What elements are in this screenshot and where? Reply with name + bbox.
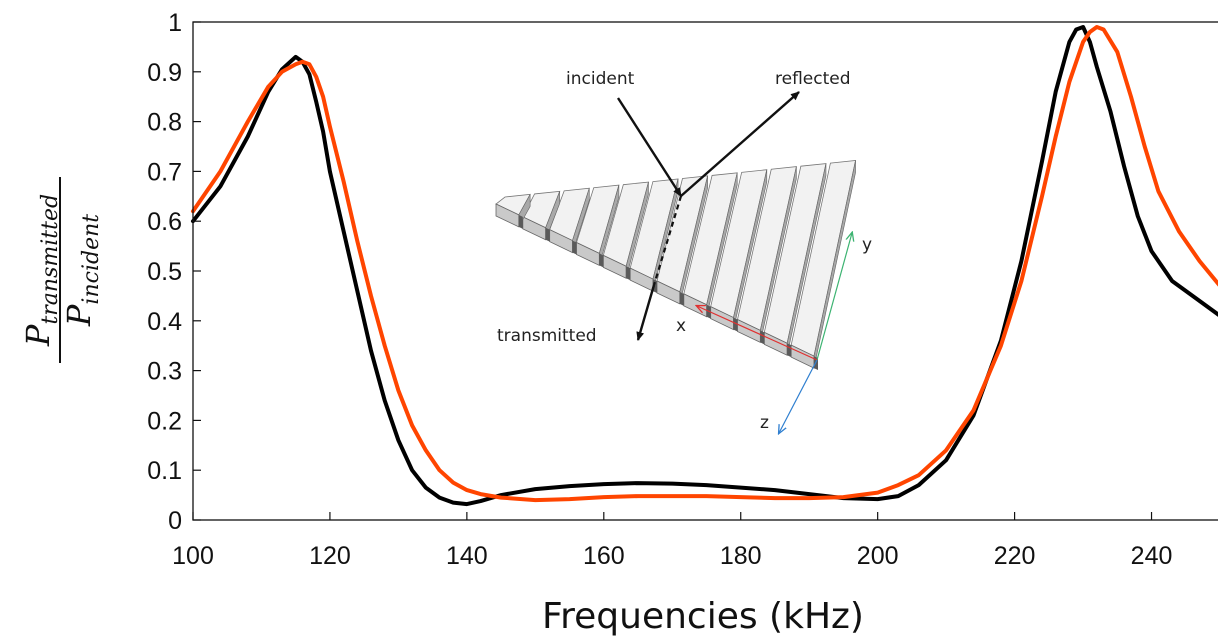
x-tick-label: 200	[857, 542, 899, 570]
x-tick-label: 140	[446, 542, 488, 570]
y-axis-title: Ptransmitted Pincident	[19, 177, 104, 363]
x-tick-label: 220	[994, 542, 1036, 570]
y-tick-label: 0.4	[147, 308, 182, 336]
y-tick-label: 0	[168, 507, 182, 535]
x-tick-label: 120	[309, 542, 351, 570]
slab-gap	[679, 291, 684, 306]
y-axis-letter: y	[862, 235, 872, 255]
y-tick-label: 1	[168, 9, 182, 37]
x-tick-label: 240	[1131, 542, 1173, 570]
y-tick-label: 0.7	[147, 158, 182, 186]
incident-arrow	[616, 97, 683, 197]
reflected-label: reflected	[775, 69, 851, 89]
x-tick-label: 100	[172, 542, 214, 570]
x-axis-letter: x	[676, 316, 686, 336]
x-tick-label: 160	[583, 542, 625, 570]
series-line-2	[191, 25, 1218, 503]
x-tick-label: 180	[720, 542, 762, 570]
series-group	[191, 25, 1218, 507]
slab-gap	[733, 317, 738, 332]
z-axis-letter: z	[760, 413, 769, 433]
z-axis-arrow	[779, 359, 818, 433]
slab-gap	[760, 330, 765, 345]
series-line-1	[191, 25, 1218, 507]
slab-gap	[599, 253, 604, 268]
transmitted-path-dashed	[652, 195, 683, 286]
y-tick-label: 0.2	[147, 407, 182, 435]
y-axis-arrow	[816, 233, 852, 361]
y-tick-label: 0.5	[147, 258, 182, 286]
transmitted-arrow	[636, 284, 656, 341]
slab-gap	[626, 266, 631, 281]
slab-gap	[518, 214, 523, 229]
y-title-denominator: Pincident	[60, 214, 104, 327]
ticks-group: 100 120 140 160 180 200 220 240 0 0.1 0.2 0.3 0.4 0.5…	[147, 9, 1172, 570]
y-tick-label: 0.1	[147, 457, 182, 485]
y-title-numerator: Ptransmitted	[19, 194, 63, 347]
slab-gap	[787, 343, 792, 358]
grating-slabs	[495, 160, 857, 370]
slab-gap	[545, 227, 550, 242]
inset-illustration: incident reflected transmitted y x z	[495, 69, 872, 433]
slab-gap	[572, 240, 577, 255]
x-axis-title: Frequencies (kHz)	[542, 596, 864, 637]
reflected-arrow	[680, 91, 800, 197]
y-tick-label: 0.3	[147, 358, 182, 386]
y-tick-label: 0.8	[147, 109, 182, 137]
x-axis-arrow	[697, 306, 818, 361]
y-tick-label: 0.9	[147, 59, 182, 87]
transmitted-label: transmitted	[497, 326, 597, 346]
y-tick-label: 0.6	[147, 208, 182, 236]
incident-label: incident	[566, 69, 635, 89]
